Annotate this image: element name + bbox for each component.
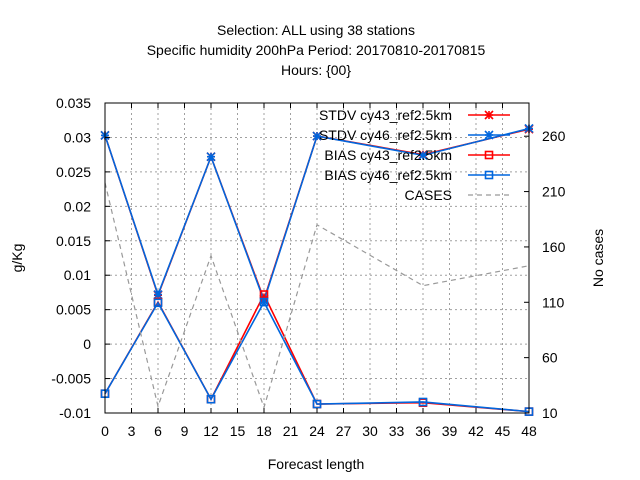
x-tick-label: 18: [256, 423, 272, 439]
series-layer: [100, 123, 534, 416]
legend-marker: [484, 150, 494, 160]
legend-marker: [484, 110, 494, 120]
x-tick-label: 21: [283, 423, 299, 439]
legend: STDV cy43_ref2.5km STDV cy46_ref2.5km BIAS…: [319, 107, 510, 203]
y2-tick-label: 260: [542, 128, 566, 144]
legend-entry: BIAS cy43_ref2.5km: [324, 147, 510, 163]
x-tick-label: 42: [468, 423, 484, 439]
legend-marker: [484, 170, 494, 180]
data-point: [418, 150, 428, 160]
y-tick-label: -0.01: [59, 405, 91, 421]
data-point: [312, 131, 322, 141]
data-point: [206, 152, 216, 162]
y-tick-label: -0.005: [51, 371, 91, 387]
y-tick-label: 0.03: [64, 129, 91, 145]
legend-label: BIAS cy46_ref2.5km: [324, 167, 452, 183]
x-tick-label: 30: [362, 423, 378, 439]
y-tick-label: 0.035: [56, 95, 91, 111]
series-bias-cy46-ref2-5km: [100, 297, 534, 416]
x-tick-label: 39: [442, 423, 458, 439]
legend-label: CASES: [405, 187, 452, 203]
legend-label: STDV cy46_ref2.5km: [319, 127, 452, 143]
x-tick-label: 48: [521, 423, 537, 439]
chart-title-line-3: Hours: {00}: [281, 62, 351, 78]
chart-title-line-2: Specific humidity 200hPa Period: 2017081…: [147, 42, 486, 58]
chart-title-line-1: Selection: ALL using 38 stations: [217, 22, 415, 38]
x-tick-label: 27: [336, 423, 352, 439]
data-point: [259, 297, 269, 307]
x-axis-label: Forecast length: [268, 456, 365, 472]
axes: 0 3 6 9 12 15 18 21 24 27 30 33 36 39 42 45 48-0.01-0.00…: [51, 95, 565, 439]
data-point: [153, 298, 163, 308]
y-axis-label: g/Kg: [9, 244, 25, 273]
y-tick-label: 0: [83, 336, 91, 352]
legend-label: BIAS cy43_ref2.5km: [324, 147, 452, 163]
x-tick-label: 24: [309, 423, 325, 439]
y2-tick-label: 210: [542, 184, 566, 200]
series-line: [104, 182, 530, 410]
y2-tick-label: 110: [542, 294, 565, 310]
grid: [105, 103, 529, 413]
legend-entry: STDV cy43_ref2.5km: [319, 107, 510, 123]
x-tick-label: 3: [128, 423, 136, 439]
y2-tick-label: 10: [542, 405, 558, 421]
chart-title: Selection: ALL using 38 stations Specifi…: [147, 22, 486, 78]
x-tick-label: 6: [154, 423, 162, 439]
data-point: [206, 394, 216, 404]
legend-marker: [484, 130, 494, 140]
legend-entry: BIAS cy46_ref2.5km: [324, 167, 510, 183]
y2-tick-label: 160: [542, 239, 566, 255]
x-tick-label: 0: [101, 423, 109, 439]
x-tick-label: 12: [203, 423, 219, 439]
y2-axis-label: No cases: [590, 229, 606, 287]
x-tick-label: 9: [181, 423, 189, 439]
x-tick-label: 15: [230, 423, 246, 439]
x-tick-label: 33: [389, 423, 405, 439]
y-tick-label: 0.01: [64, 267, 91, 283]
legend-entry: STDV cy46_ref2.5km: [319, 127, 510, 143]
y2-tick-label: 60: [542, 350, 558, 366]
y-tick-label: 0.025: [56, 164, 91, 180]
data-point: [153, 289, 163, 300]
series-cases: [104, 182, 530, 410]
x-tick-label: 45: [495, 423, 511, 439]
y-tick-label: 0.015: [56, 233, 91, 249]
y-tick-label: 0.02: [64, 198, 91, 214]
data-point: [418, 397, 428, 407]
y-tick-label: 0.005: [56, 302, 91, 318]
legend-label: STDV cy43_ref2.5km: [319, 107, 452, 123]
data-point: [312, 399, 322, 409]
x-tick-label: 36: [415, 423, 431, 439]
legend-entry: CASES: [405, 187, 510, 203]
series-line: [104, 300, 530, 413]
